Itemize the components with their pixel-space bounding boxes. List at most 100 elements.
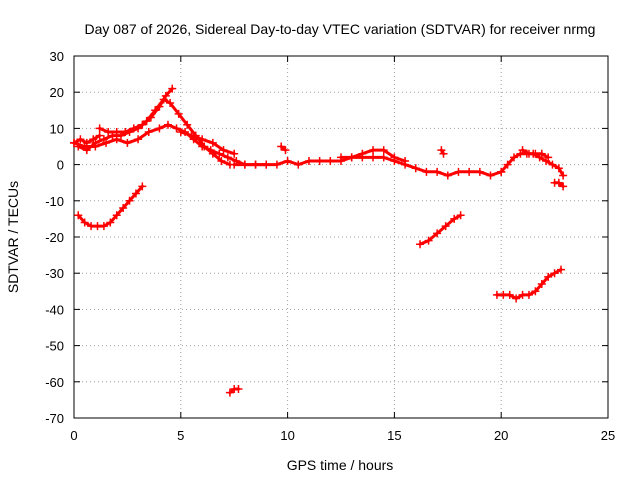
series-arc-7 — [437, 146, 448, 158]
data-point — [230, 149, 239, 158]
y-tick-label: 30 — [50, 49, 64, 64]
data-point — [138, 182, 147, 191]
data-point — [512, 294, 521, 303]
data-point — [200, 142, 209, 151]
data-point — [277, 142, 286, 151]
data-point — [304, 156, 313, 165]
data-point — [208, 149, 217, 158]
series-band — [98, 87, 174, 134]
data-point — [456, 211, 465, 220]
y-tick-label: -70 — [45, 411, 64, 426]
data-point — [99, 135, 108, 144]
data-point — [544, 153, 553, 162]
y-tick-label: -40 — [45, 302, 64, 317]
data-point — [198, 135, 207, 144]
data-point — [172, 124, 181, 133]
data-point — [240, 160, 249, 169]
data-point — [251, 160, 260, 169]
data-point — [225, 388, 234, 397]
data-point — [95, 124, 104, 133]
data-point — [315, 156, 324, 165]
data-point — [433, 167, 442, 176]
series-arc-9 — [492, 265, 566, 303]
data-point — [369, 146, 378, 155]
data-point — [155, 124, 164, 133]
data-point — [559, 182, 568, 191]
y-tick-label: -50 — [45, 339, 64, 354]
data-point — [326, 156, 335, 165]
data-point — [112, 211, 121, 220]
series-arc-1-main-c — [95, 84, 177, 137]
data-point — [454, 167, 463, 176]
series-arc-1-main-e — [70, 131, 104, 147]
data-point — [531, 287, 540, 296]
data-point — [557, 265, 566, 274]
data-point — [223, 153, 232, 162]
data-point — [390, 153, 399, 162]
data-marks — [70, 84, 568, 397]
data-point — [294, 160, 303, 169]
series-arc-12 — [550, 178, 568, 191]
data-point — [337, 153, 345, 162]
data-point — [550, 269, 559, 278]
data-point — [411, 164, 420, 173]
data-point — [450, 214, 459, 223]
data-point — [74, 211, 83, 220]
data-point — [82, 138, 91, 147]
data-point — [131, 189, 140, 198]
data-point — [379, 146, 388, 155]
x-tick-label: 15 — [387, 428, 401, 443]
data-point — [443, 171, 452, 180]
data-point — [183, 120, 192, 129]
data-point — [554, 164, 563, 173]
data-point — [424, 236, 433, 245]
data-point — [554, 178, 563, 187]
data-point — [486, 171, 495, 180]
x-tick-label: 20 — [494, 428, 508, 443]
data-point — [518, 146, 527, 155]
x-tick-label: 0 — [70, 428, 77, 443]
series-arc-1-main-b — [74, 95, 234, 169]
data-point — [439, 149, 448, 158]
data-point — [166, 99, 175, 108]
data-point — [80, 218, 89, 227]
data-point — [262, 160, 271, 169]
data-point — [76, 135, 85, 144]
y-tick-label: 20 — [50, 85, 64, 100]
series-band — [232, 155, 503, 177]
data-point — [537, 149, 546, 158]
axis-ticks — [73, 55, 609, 419]
data-point — [503, 160, 512, 169]
series-arc-6 — [337, 146, 410, 165]
data-point — [123, 138, 132, 147]
data-point — [422, 167, 431, 176]
x-tick-label: 25 — [601, 428, 615, 443]
data-point — [548, 160, 557, 169]
data-point — [416, 240, 425, 249]
data-point — [112, 128, 121, 137]
series-arc-1-main-d — [176, 128, 239, 158]
x-tick-labels: 0 5 10 15 20 25 — [70, 428, 615, 443]
data-point — [497, 167, 506, 176]
data-point — [70, 138, 78, 147]
data-point — [544, 272, 553, 281]
data-point — [129, 124, 138, 133]
y-tick-label: 10 — [50, 121, 64, 136]
data-point — [99, 222, 108, 231]
data-point — [230, 160, 239, 169]
data-point — [465, 167, 474, 176]
y-axis-title: SDTVAR / TECUs — [5, 181, 21, 293]
data-point — [121, 128, 130, 137]
data-point — [234, 385, 243, 394]
data-point — [358, 149, 367, 158]
data-point — [281, 146, 290, 155]
x-axis-title: GPS time / hours — [287, 457, 394, 473]
data-point — [272, 160, 281, 169]
series-arc-8 — [416, 211, 465, 249]
data-point — [219, 146, 228, 155]
data-point — [505, 290, 514, 299]
data-point — [119, 204, 128, 213]
data-point — [104, 128, 113, 137]
data-point — [401, 156, 410, 165]
